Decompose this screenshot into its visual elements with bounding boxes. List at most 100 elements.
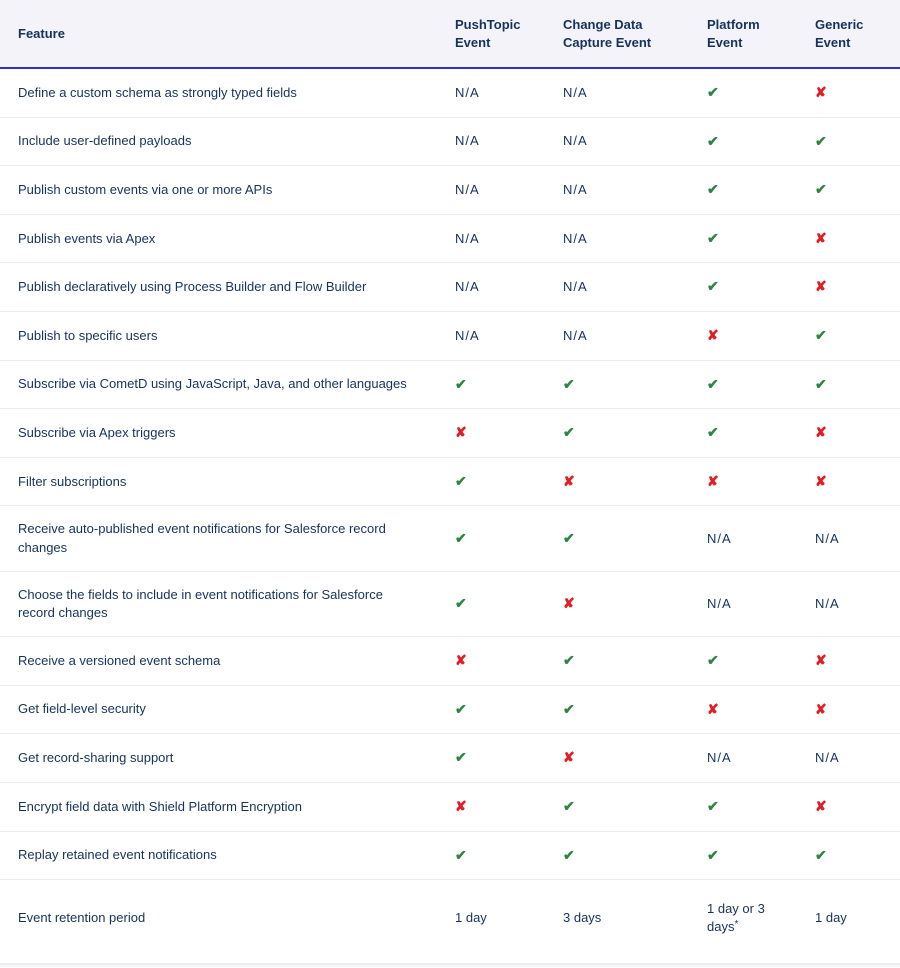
check-icon: ✔ [707, 846, 719, 866]
check-icon: ✔ [455, 846, 467, 866]
cross-icon: ✘ [707, 700, 719, 720]
check-icon: ✔ [563, 375, 575, 395]
check-icon: ✔ [455, 700, 467, 720]
value-cell: ✔ [441, 685, 549, 734]
col-header-generic: Generic Event [801, 0, 900, 68]
value-cell: ✔ [693, 409, 801, 458]
cross-icon: ✘ [563, 472, 575, 492]
value-cell: ✔ [693, 831, 801, 880]
value-cell: N/A [801, 571, 900, 636]
na-text: N/A [455, 231, 480, 246]
feature-cell: Replay retained event notifications [0, 831, 441, 880]
table-row: Include user-defined payloadsN/AN/A✔✔ [0, 117, 900, 166]
value-cell: ✔ [693, 68, 801, 117]
table-row: Get record-sharing support✔✘N/AN/A [0, 734, 900, 783]
feature-cell: Receive auto-published event notificatio… [0, 506, 441, 571]
check-icon: ✔ [455, 529, 467, 549]
check-icon: ✔ [707, 277, 719, 297]
cross-icon: ✘ [563, 748, 575, 768]
feature-cell: Publish custom events via one or more AP… [0, 166, 441, 215]
table-row: Publish events via ApexN/AN/A✔✘ [0, 214, 900, 263]
table-row: Event retention period1 day3 days1 day o… [0, 880, 900, 963]
value-cell: 1 day [441, 880, 549, 963]
na-text: N/A [455, 279, 480, 294]
value-cell: N/A [549, 263, 693, 312]
value-cell: N/A [693, 734, 801, 783]
na-text: N/A [815, 531, 840, 546]
value-cell: 3 days [549, 880, 693, 963]
na-text: N/A [707, 531, 732, 546]
value-cell: ✔ [549, 782, 693, 831]
check-icon: ✔ [563, 846, 575, 866]
table-row: Subscribe via CometD using JavaScript, J… [0, 360, 900, 409]
na-text: N/A [563, 231, 588, 246]
feature-cell: Receive a versioned event schema [0, 637, 441, 686]
value-cell: ✔ [801, 831, 900, 880]
value-cell: N/A [801, 506, 900, 571]
value-cell: ✘ [693, 457, 801, 506]
value-cell: N/A [549, 166, 693, 215]
cross-icon: ✘ [815, 472, 827, 492]
cell-text: 3 days [563, 910, 601, 925]
cross-icon: ✘ [815, 229, 827, 249]
na-text: N/A [455, 182, 480, 197]
footnote-marker: * [734, 919, 738, 930]
value-cell: ✘ [801, 457, 900, 506]
value-cell: N/A [441, 117, 549, 166]
value-cell: N/A [549, 214, 693, 263]
table-row: Choose the fields to include in event no… [0, 571, 900, 636]
value-cell: ✔ [441, 360, 549, 409]
value-cell: ✔ [693, 782, 801, 831]
value-cell: N/A [441, 166, 549, 215]
table-row: Get field-level security✔✔✘✘ [0, 685, 900, 734]
check-icon: ✔ [815, 326, 827, 346]
check-icon: ✔ [455, 472, 467, 492]
value-cell: ✘ [801, 782, 900, 831]
cross-icon: ✘ [815, 423, 827, 443]
value-cell: ✘ [441, 637, 549, 686]
value-cell: ✘ [801, 637, 900, 686]
value-cell: ✘ [693, 685, 801, 734]
feature-cell: Get field-level security [0, 685, 441, 734]
col-header-platform: Platform Event [693, 0, 801, 68]
value-cell: N/A [549, 117, 693, 166]
check-icon: ✔ [455, 748, 467, 768]
check-icon: ✔ [707, 83, 719, 103]
value-cell: ✔ [441, 457, 549, 506]
cross-icon: ✘ [815, 83, 827, 103]
value-cell: ✘ [801, 409, 900, 458]
col-header-cdc: Change Data Capture Event [549, 0, 693, 68]
value-cell: ✔ [693, 637, 801, 686]
feature-cell: Filter subscriptions [0, 457, 441, 506]
value-cell: ✔ [693, 214, 801, 263]
value-cell: ✔ [549, 506, 693, 571]
table-row: Encrypt field data with Shield Platform … [0, 782, 900, 831]
cross-icon: ✘ [707, 472, 719, 492]
cross-icon: ✘ [815, 277, 827, 297]
cross-icon: ✘ [563, 594, 575, 614]
value-cell: N/A [441, 68, 549, 117]
check-icon: ✔ [707, 180, 719, 200]
value-cell: ✘ [549, 734, 693, 783]
check-icon: ✔ [707, 797, 719, 817]
value-cell: ✔ [549, 409, 693, 458]
value-cell: ✘ [801, 685, 900, 734]
check-icon: ✔ [707, 423, 719, 443]
check-icon: ✔ [563, 797, 575, 817]
table-row: Filter subscriptions ✔ ✘ ✘ ✘ [0, 457, 900, 506]
value-cell: ✔ [441, 734, 549, 783]
check-icon: ✔ [563, 651, 575, 671]
value-cell: N/A [441, 263, 549, 312]
na-text: N/A [815, 750, 840, 765]
table-body: Define a custom schema as strongly typed… [0, 68, 900, 963]
value-cell: N/A [549, 312, 693, 361]
value-cell: ✘ [549, 571, 693, 636]
na-text: N/A [707, 596, 732, 611]
feature-cell: Define a custom schema as strongly typed… [0, 68, 441, 117]
value-cell: ✔ [801, 312, 900, 361]
value-cell: N/A [441, 312, 549, 361]
table-header-row: Feature PushTopic Event Change Data Capt… [0, 0, 900, 68]
value-cell: ✔ [441, 831, 549, 880]
value-cell: N/A [549, 68, 693, 117]
check-icon: ✔ [455, 375, 467, 395]
